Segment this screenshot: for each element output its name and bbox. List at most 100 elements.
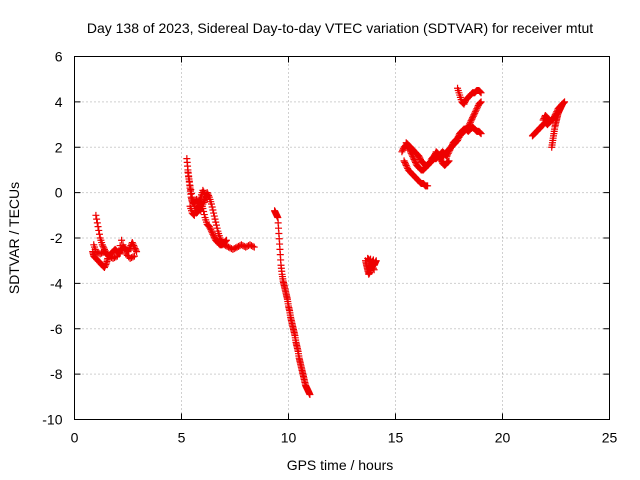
data-point: [93, 219, 101, 227]
data-point: [203, 195, 211, 203]
data-point: [249, 242, 257, 250]
data-point: [400, 157, 408, 165]
data-point: [444, 158, 452, 166]
data-point: [131, 245, 139, 253]
x-tick-label: 20: [495, 430, 511, 446]
data-point: [210, 212, 218, 220]
data-point: [190, 199, 198, 207]
data-point: [306, 391, 314, 399]
data-point: [207, 200, 215, 208]
data-point: [210, 232, 218, 240]
x-tick-label: 15: [388, 430, 404, 446]
x-tick-label: 10: [281, 430, 297, 446]
data-point: [113, 252, 121, 260]
data-point: [368, 261, 376, 269]
data-point: [206, 224, 214, 232]
data-point: [222, 236, 230, 244]
data-point: [448, 142, 456, 150]
data-point: [207, 226, 215, 234]
data-point: [212, 221, 220, 229]
data-point: [471, 109, 479, 117]
data-point: [477, 130, 485, 138]
y-tick-label: 6: [55, 49, 63, 65]
data-point: [208, 203, 216, 211]
data-point: [469, 112, 477, 120]
data-point: [445, 148, 453, 156]
data-point: [222, 237, 230, 245]
data-point: [211, 215, 219, 223]
data-point: [446, 146, 454, 154]
data-point: [544, 115, 552, 123]
y-tick-label: -10: [42, 412, 62, 428]
data-point: [210, 209, 218, 217]
series-segment-2: [183, 155, 258, 253]
data-point: [369, 263, 377, 271]
data-point: [100, 263, 108, 271]
y-tick-label: -8: [50, 366, 63, 382]
data-point: [476, 99, 484, 107]
chart-title: Day 138 of 2023, Sidereal Day-to-day VTE…: [87, 20, 593, 36]
data-point: [102, 260, 110, 268]
data-point: [367, 258, 375, 266]
data-point: [186, 182, 194, 190]
x-tick-labels: 0 5 10 15 20 25: [71, 430, 618, 446]
series-segment-5: [398, 84, 485, 190]
data-point: [468, 115, 476, 123]
data-point: [460, 100, 468, 108]
data-point: [444, 149, 452, 157]
series-segment-6: [528, 98, 569, 151]
y-tick-label: 0: [55, 185, 63, 201]
data-point: [471, 108, 479, 116]
data-point: [476, 87, 484, 95]
data-point: [120, 245, 128, 253]
x-axis-label: GPS time / hours: [287, 457, 394, 473]
data-point: [424, 182, 432, 190]
data-point: [445, 157, 453, 165]
data-point: [129, 240, 137, 248]
data-point: [185, 173, 193, 181]
data-point: [185, 177, 193, 185]
data-point: [467, 117, 475, 125]
data-point: [410, 155, 418, 163]
y-tick-label: -4: [50, 275, 63, 291]
y-axis-label: SDTVAR / TECUs: [6, 182, 22, 294]
data-point: [474, 103, 482, 111]
y-tick-label: 2: [55, 139, 63, 155]
grid-layer: [74, 56, 610, 420]
data-point: [125, 246, 133, 254]
data-point: [430, 152, 438, 160]
data-point: [100, 244, 108, 252]
data-point: [119, 241, 127, 249]
data-point: [207, 227, 215, 235]
data-point: [133, 248, 141, 256]
y-tick-label: 4: [55, 94, 63, 110]
data-point: [545, 117, 553, 125]
data-point: [200, 208, 208, 216]
data-point: [216, 234, 224, 242]
series-segment-3: [271, 207, 314, 399]
data-point: [200, 189, 208, 197]
data-point: [470, 111, 478, 119]
data-point: [473, 105, 481, 113]
data-point: [428, 157, 436, 165]
data-point: [399, 146, 407, 154]
data-point: [367, 260, 375, 268]
data-point: [446, 145, 454, 153]
data-point: [250, 243, 258, 251]
data-point: [199, 205, 207, 213]
data-point: [195, 196, 203, 204]
data-point: [472, 106, 480, 114]
data-point: [202, 194, 210, 202]
y-tick-label: -6: [50, 321, 63, 337]
series-segment-1: [89, 211, 141, 271]
data-point: [429, 155, 437, 163]
data-point: [212, 218, 220, 226]
data-point: [130, 243, 138, 251]
data-point: [477, 98, 485, 106]
data-point: [447, 143, 455, 151]
data-point: [476, 99, 484, 107]
data-point: [210, 233, 218, 241]
data-point: [200, 188, 208, 196]
data-point: [461, 99, 469, 107]
data-point: [369, 264, 377, 272]
